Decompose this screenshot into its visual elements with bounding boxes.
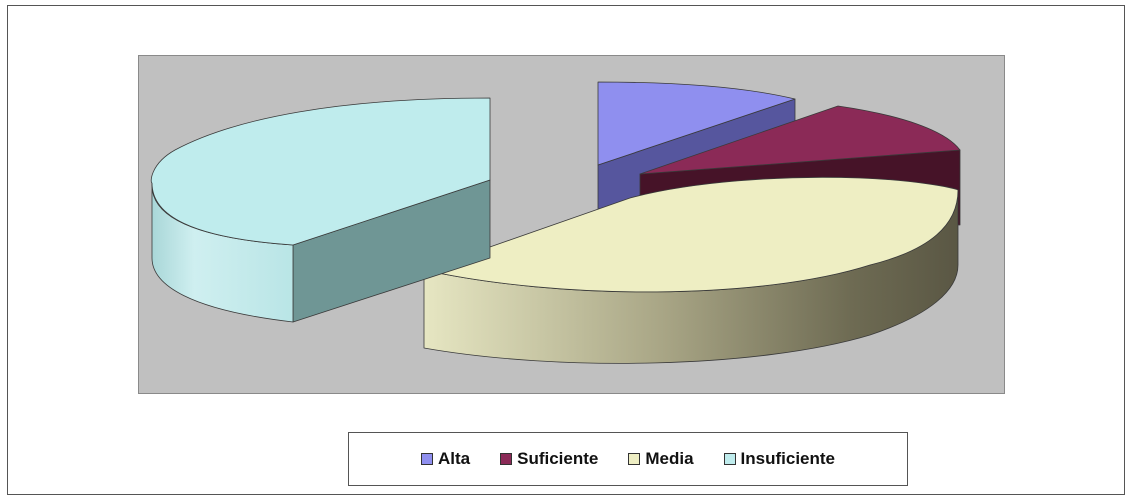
legend-label-media: Media: [645, 449, 694, 468]
legend-swatch-suficiente: [500, 453, 513, 465]
legend-item-media: Media: [628, 449, 694, 469]
slice-suficiente: [639, 105, 961, 175]
slice-alta: [597, 81, 796, 166]
legend: Alta Suficiente Media Insuficiente: [348, 432, 908, 486]
legend-label-alta: Alta: [437, 449, 471, 468]
legend-item-insuficiente: Insuficiente: [723, 449, 836, 469]
legend-item-alta: Alta: [420, 449, 471, 469]
legend-swatch-alta: [420, 453, 433, 465]
slice-media: [423, 176, 959, 293]
legend-item-suficiente: Suficiente: [500, 449, 598, 469]
legend-swatch-media: [628, 453, 641, 465]
legend-swatch-insuficiente: [723, 453, 736, 465]
slice-insuficiente: [150, 97, 491, 246]
legend-label-suficiente: Suficiente: [517, 449, 599, 468]
legend-label-insuficiente: Insuficiente: [740, 449, 836, 468]
slice-insuficiente-side: [151, 182, 294, 323]
